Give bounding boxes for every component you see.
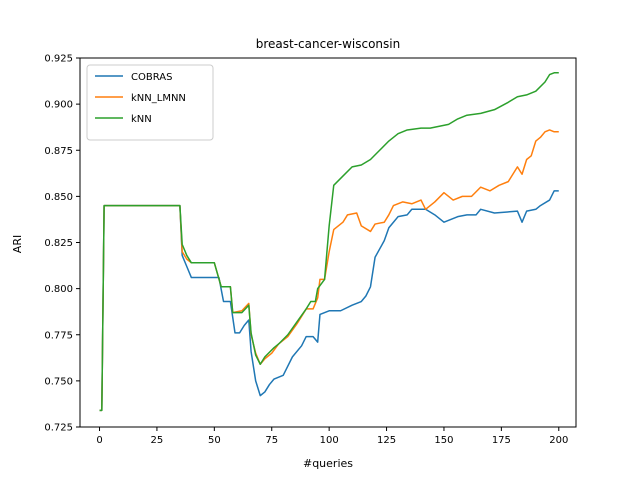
- x-tick-label: 50: [208, 435, 221, 446]
- legend-label: COBRAS: [131, 72, 172, 83]
- x-tick-label: 25: [151, 435, 164, 446]
- y-tick-label: 0.875: [44, 146, 73, 157]
- axis-ticks: 0 25 50 75 100 125 150 175 200 0.725 0.750 0.775 0.8…: [44, 54, 568, 447]
- y-tick-label: 0.925: [44, 54, 73, 65]
- y-axis-label: ARI: [11, 235, 24, 253]
- series-group: [99, 72, 559, 412]
- y-tick-label: 0.900: [44, 100, 73, 111]
- x-tick-label: 175: [492, 435, 511, 446]
- x-tick-label: 200: [549, 435, 568, 446]
- x-axis-label: #queries: [303, 457, 353, 470]
- series-line-cobras: [99, 190, 559, 412]
- x-tick-label: 75: [265, 435, 278, 446]
- x-tick-label: 150: [434, 435, 453, 446]
- y-tick-label: 0.775: [44, 330, 73, 341]
- y-tick-label: 0.825: [44, 238, 73, 249]
- x-tick-label: 0: [96, 435, 102, 446]
- x-tick-label: 100: [320, 435, 339, 446]
- y-tick-label: 0.725: [44, 423, 73, 434]
- legend-label: kNN_LMNN: [131, 93, 186, 104]
- y-tick-label: 0.750: [44, 376, 73, 387]
- chart-title: breast-cancer-wisconsin: [256, 37, 400, 51]
- y-tick-label: 0.850: [44, 192, 73, 203]
- y-tick-label: 0.800: [44, 284, 73, 295]
- legend-label: kNN: [131, 114, 152, 125]
- x-tick-label: 125: [377, 435, 396, 446]
- legend-box: [86, 64, 214, 141]
- series-line-knn: [99, 72, 559, 412]
- legend: COBRAS kNN_LMNN kNN: [86, 64, 214, 141]
